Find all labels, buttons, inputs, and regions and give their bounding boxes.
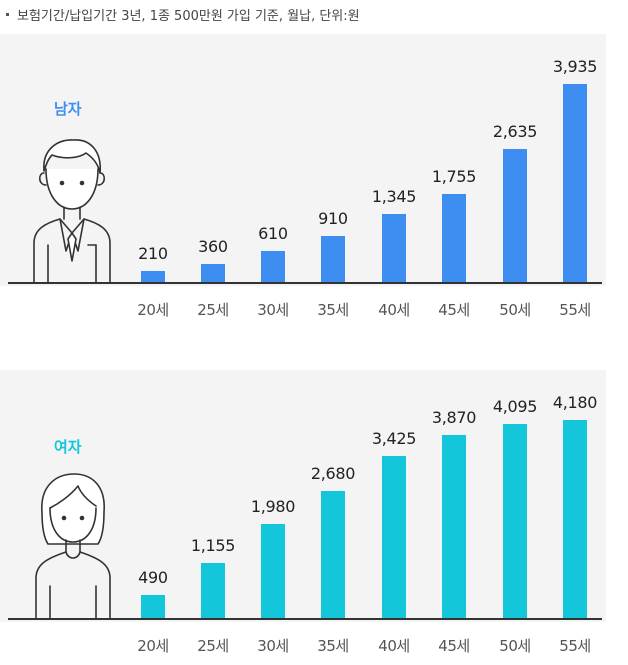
male-value-label-4: 910: [318, 209, 348, 229]
female-value-label-4: 2,680: [310, 464, 356, 484]
female-tick-label-1: 20세: [137, 637, 169, 655]
male-bar-5: [382, 214, 406, 282]
bullet-icon: [6, 13, 9, 16]
male-value-label-6: 1,755: [431, 166, 477, 186]
male-bar-3: [261, 251, 285, 282]
female-value-label-1: 490: [138, 567, 168, 587]
male-value-label-3: 610: [258, 224, 288, 244]
female-tick-label-7: 50세: [499, 637, 531, 655]
male-value-label-2: 360: [198, 236, 228, 256]
male-value-label-7: 2,635: [492, 122, 538, 142]
male-value-label-1: 210: [138, 244, 168, 264]
female-tick-label-3: 30세: [257, 637, 289, 655]
male-title: 남자: [54, 100, 82, 118]
female-bar-7: [503, 424, 527, 618]
female-bar-6: [442, 434, 466, 618]
female-value-label-3: 1,980: [250, 497, 296, 517]
male-bar-4: [321, 236, 345, 282]
female-value-label-7: 4,095: [492, 397, 538, 417]
male-tick-label-5: 40세: [378, 301, 410, 319]
female-bar-1: [141, 594, 165, 618]
male-bar-7: [503, 149, 527, 282]
female-tick-label-2: 25세: [197, 637, 229, 655]
male-tick-label-6: 45세: [438, 301, 470, 319]
female-tick-label-8: 55세: [559, 637, 591, 655]
male-bar-8: [563, 84, 587, 282]
female-value-label-6: 3,870: [431, 407, 477, 427]
female-value-label-8: 4,180: [552, 393, 598, 412]
female-bar-8: [563, 420, 587, 618]
male-avatar-icon: [33, 139, 111, 283]
female-tick-label-5: 40세: [378, 637, 410, 655]
male-tick-label-2: 25세: [197, 301, 229, 319]
female-value-label-2: 1,155: [190, 536, 236, 556]
male-value-label-8: 3,935: [552, 57, 598, 76]
female-tick-label-4: 35세: [317, 637, 349, 655]
male-bar-2: [201, 263, 225, 282]
female-bar-2: [201, 563, 225, 618]
male-axis-line: [8, 282, 602, 284]
female-tick-label-6: 45세: [438, 637, 470, 655]
female-bar-4: [321, 491, 345, 618]
male-bar-1: [141, 271, 165, 282]
note-text: 보험기간/납입기간 3년, 1종 500만원 가입 기준, 월납, 단위:원: [17, 9, 360, 24]
female-axis-line: [8, 618, 602, 620]
female-bar-3: [261, 524, 285, 618]
male-tick-label-7: 50세: [499, 301, 531, 319]
female-bar-5: [382, 455, 406, 618]
male-tick-label-1: 20세: [137, 301, 169, 319]
female-avatar-icon: [35, 473, 111, 618]
male-tick-label-8: 55세: [559, 301, 591, 319]
male-bar-6: [442, 193, 466, 282]
female-title: 여자: [54, 438, 82, 456]
male-value-label-5: 1,345: [371, 187, 417, 207]
female-value-label-5: 3,425: [371, 428, 417, 448]
chart-note: 보험기간/납입기간 3년, 1종 500만원 가입 기준, 월납, 단위:원: [6, 5, 360, 24]
male-tick-label-3: 30세: [257, 301, 289, 319]
male-tick-label-4: 35세: [317, 301, 349, 319]
